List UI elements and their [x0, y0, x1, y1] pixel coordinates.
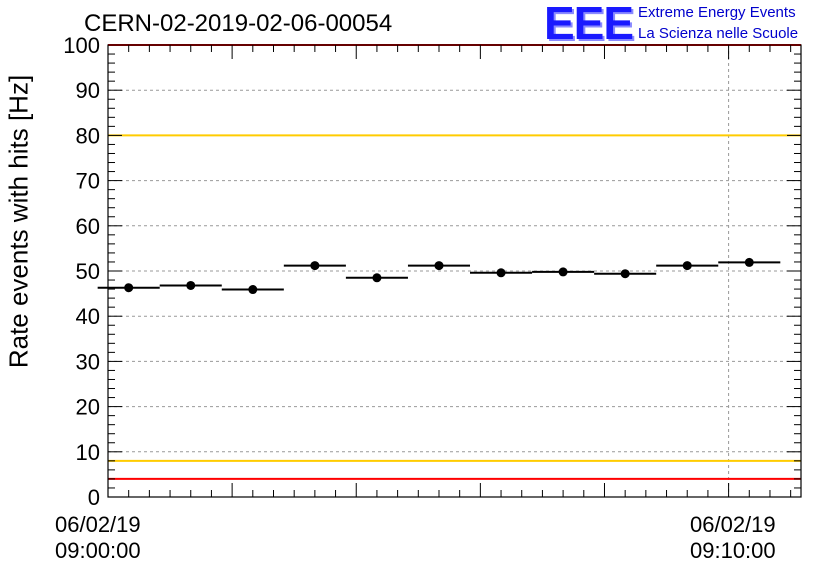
logo-text-line1: Extreme Energy Events	[638, 4, 796, 21]
data-point	[372, 273, 382, 283]
x-tick-date: 06/02/19	[55, 512, 141, 537]
y-tick-label: 100	[63, 33, 100, 58]
data-point	[124, 283, 134, 293]
y-tick-label: 60	[76, 214, 100, 239]
data-point	[620, 269, 630, 279]
y-tick-label: 90	[76, 78, 100, 103]
reference-lines	[108, 44, 801, 480]
data-point	[682, 261, 692, 271]
eee-logo: EEE	[544, 0, 634, 49]
chart-title: CERN-02-2019-02-06-00054	[84, 10, 393, 37]
data-point	[248, 285, 258, 295]
x-tick-label-start: 06/02/19 09:00:00	[55, 512, 141, 564]
data-point	[744, 257, 754, 267]
y-tick-label: 30	[76, 349, 100, 374]
y-tick-label: 70	[76, 169, 100, 194]
y-tick-label: 20	[76, 395, 100, 420]
x-tick-time: 09:00:00	[55, 538, 141, 563]
y-tick-label: 80	[76, 123, 100, 148]
axes	[107, 44, 802, 498]
y-tick-label: 40	[76, 304, 100, 329]
y-tick-label: 0	[88, 485, 100, 510]
y-axis-label: Rate events with hits [Hz]	[3, 74, 34, 369]
data-points	[97, 257, 781, 295]
data-point	[310, 261, 320, 271]
y-tick-label: 50	[76, 259, 100, 284]
logo-text-line2: La Scienza nelle Scuole	[638, 25, 799, 42]
x-tick-date: 06/02/19	[690, 512, 776, 537]
data-point	[558, 267, 568, 277]
y-tick-label: 10	[76, 440, 100, 465]
data-point	[496, 268, 506, 278]
x-tick-label-end: 06/02/19 09:10:00	[690, 512, 776, 564]
data-point	[434, 261, 444, 271]
y-tick-labels: 0 10 20 30 40 50 60 70 80 90 100	[63, 33, 100, 510]
grid-lines	[108, 45, 801, 497]
x-tick-time: 09:10:00	[690, 538, 776, 563]
data-point	[186, 280, 196, 290]
